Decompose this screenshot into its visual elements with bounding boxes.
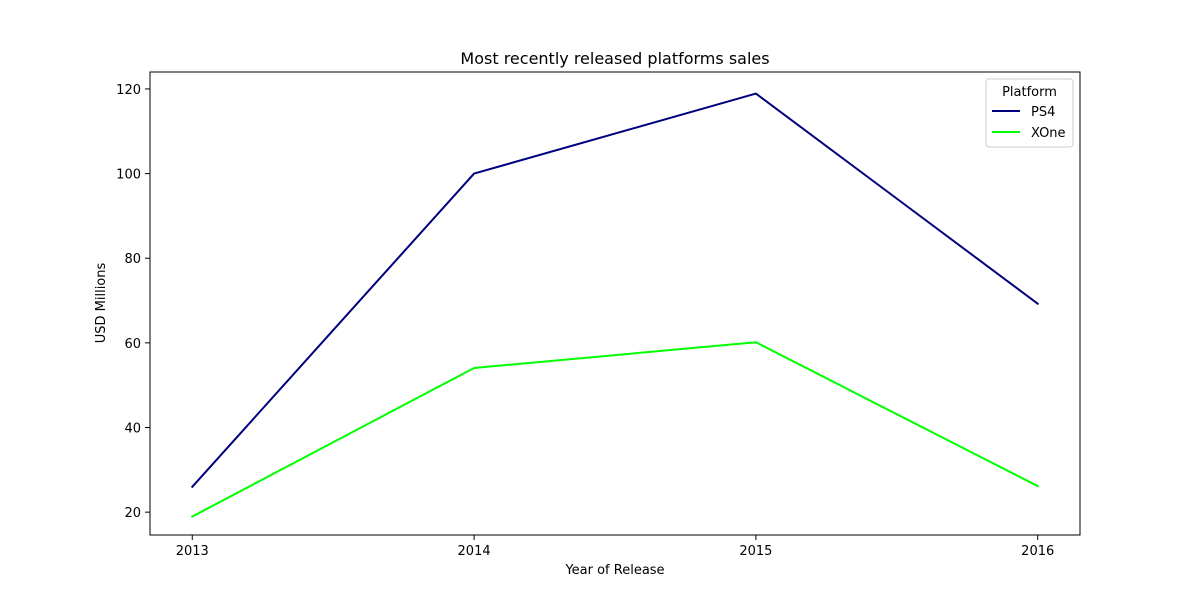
- legend-label-xone: XOne: [1031, 126, 1066, 141]
- x-tick-label: 2015: [739, 544, 772, 559]
- axes-frame: [149, 71, 1081, 536]
- y-tick-label: 120: [116, 83, 141, 98]
- x-tick-label: 2014: [458, 544, 491, 559]
- legend-label-ps4: PS4: [1031, 105, 1055, 120]
- plot-area: 2013 2014 2015 2016 20 40 60 80 100 120: [116, 71, 1081, 559]
- y-tick-label: 80: [124, 252, 141, 267]
- series-line-xone: [190, 341, 1040, 518]
- legend-title: Platform: [1002, 85, 1057, 100]
- y-tick-label: 40: [124, 422, 141, 437]
- series-line-ps4: [190, 92, 1040, 489]
- legend-box: [985, 78, 1074, 148]
- chart-title: Most recently released platforms sales: [460, 49, 769, 68]
- x-tick-label: 2013: [176, 544, 209, 559]
- y-tick-label: 100: [116, 168, 141, 183]
- x-axis-label: Year of Release: [564, 563, 664, 578]
- x-tick-label: 2016: [1021, 544, 1054, 559]
- legend: Platform PS4 XOne: [985, 78, 1074, 148]
- y-tick-label: 60: [124, 337, 141, 352]
- y-tick-label: 20: [124, 506, 141, 521]
- y-axis-label: USD Millions: [94, 263, 109, 344]
